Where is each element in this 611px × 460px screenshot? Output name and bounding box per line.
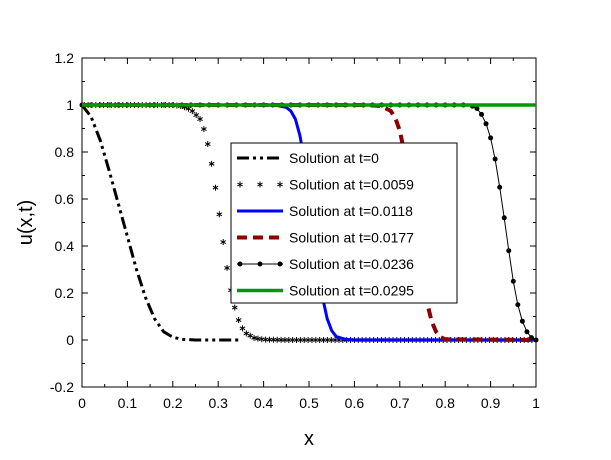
legend-item: Solution at t=0.0236 — [237, 256, 414, 272]
legend: Solution at t=0 Solution at t=0.0059 Solut… — [230, 142, 458, 304]
legend-item: Solution at t=0 — [237, 150, 379, 166]
data-point — [224, 264, 230, 271]
data-point — [316, 337, 323, 343]
data-point — [301, 337, 308, 343]
data-point — [492, 156, 498, 162]
data-point — [324, 337, 331, 343]
series-1 — [80, 104, 241, 342]
data-point — [208, 160, 215, 167]
data-point — [515, 302, 521, 308]
x-tick-label: 0.3 — [208, 395, 228, 411]
data-point — [328, 337, 335, 343]
legend-item: Solution at t=0.0295 — [237, 283, 414, 299]
data-point — [274, 336, 281, 343]
data-point — [216, 211, 223, 218]
data-point — [285, 337, 292, 343]
data-point — [309, 337, 315, 343]
x-tick-label: 0.7 — [390, 395, 410, 411]
data-point — [524, 329, 530, 335]
legend-marker — [257, 261, 263, 267]
y-tick-label: -0.2 — [50, 379, 74, 395]
x-tick-label: 0.4 — [254, 395, 274, 411]
plot-area — [79, 57, 539, 388]
data-point — [220, 239, 227, 246]
y-tick-label: 0.8 — [55, 144, 75, 160]
legend-label: Solution at t=0.0295 — [289, 283, 414, 299]
y-tick-label: 0.4 — [55, 238, 75, 254]
y-tick-label: 0 — [66, 332, 74, 348]
data-point — [528, 335, 534, 341]
legend-marker — [257, 181, 263, 188]
legend-item: Solution at t=0.0059 — [237, 177, 414, 193]
series-layer — [79, 102, 539, 343]
data-point — [243, 330, 250, 337]
x-tick-label: 1 — [532, 395, 540, 411]
series-4 — [82, 103, 537, 342]
series-line — [82, 103, 537, 342]
y-tick-label: 1 — [66, 97, 74, 113]
data-point — [282, 336, 288, 343]
x-tick-label: 0.9 — [481, 395, 501, 411]
series-line — [80, 104, 241, 342]
data-point — [293, 337, 300, 343]
y-axis-label: u(x,t) — [15, 200, 37, 246]
data-point — [297, 337, 304, 343]
data-point — [320, 337, 327, 343]
x-tick-label: 0.2 — [163, 395, 183, 411]
y-tick-label: 0.6 — [55, 191, 75, 207]
legend-marker — [277, 181, 283, 188]
x-tick-labels: 0 0.1 0.2 0.3 0.4 0.5 0.6 0.7 0.8 0.9 1 — [78, 395, 540, 411]
data-point — [479, 111, 485, 117]
data-point — [506, 248, 512, 254]
data-point — [519, 318, 525, 324]
legend-label: Solution at t=0.0177 — [289, 230, 414, 246]
legend-marker — [237, 261, 243, 267]
data-point — [239, 325, 246, 332]
data-point — [193, 112, 200, 119]
x-axis-label: x — [304, 428, 314, 450]
data-point — [247, 332, 254, 339]
data-point — [501, 215, 507, 221]
data-point — [212, 184, 219, 191]
y-tick-labels: -0.2 0 0.2 0.4 0.6 0.8 1 1.2 — [50, 50, 74, 395]
legend-label: Solution at t=0.0059 — [289, 177, 414, 193]
y-tick-label: 0.2 — [55, 285, 75, 301]
data-point — [262, 336, 269, 343]
x-tick-label: 0.1 — [118, 395, 138, 411]
data-point — [474, 106, 480, 112]
data-point — [197, 116, 203, 123]
data-point — [312, 337, 319, 343]
data-point — [533, 337, 539, 343]
y-tick-label: 1.2 — [55, 50, 75, 66]
data-point — [201, 126, 207, 133]
legend-box — [230, 142, 458, 304]
data-point — [483, 121, 489, 127]
data-point — [204, 141, 211, 148]
legend-label: Solution at t=0.0236 — [289, 256, 414, 272]
x-tick-label: 0.6 — [345, 395, 365, 411]
data-point — [497, 184, 503, 190]
legend-item: Solution at t=0.0177 — [237, 230, 414, 246]
x-tick-label: 0.5 — [299, 395, 319, 411]
x-tick-label: 0.8 — [435, 395, 455, 411]
data-point — [266, 336, 273, 343]
legend-label: Solution at t=0.0118 — [289, 203, 413, 219]
data-point — [278, 336, 284, 343]
data-point — [270, 336, 277, 343]
legend-marker — [237, 181, 243, 188]
data-point — [189, 108, 196, 115]
legend-item: Solution at t=0.0118 — [237, 203, 413, 219]
axis-ticks — [81, 57, 537, 388]
data-point — [510, 278, 516, 284]
legend-marker — [277, 261, 283, 267]
data-point — [289, 337, 296, 343]
data-point — [231, 304, 238, 311]
legend-label: Solution at t=0 — [289, 150, 379, 166]
x-tick-label: 0 — [78, 395, 86, 411]
data-point — [235, 317, 242, 324]
data-point — [305, 337, 311, 343]
data-point — [488, 135, 494, 141]
